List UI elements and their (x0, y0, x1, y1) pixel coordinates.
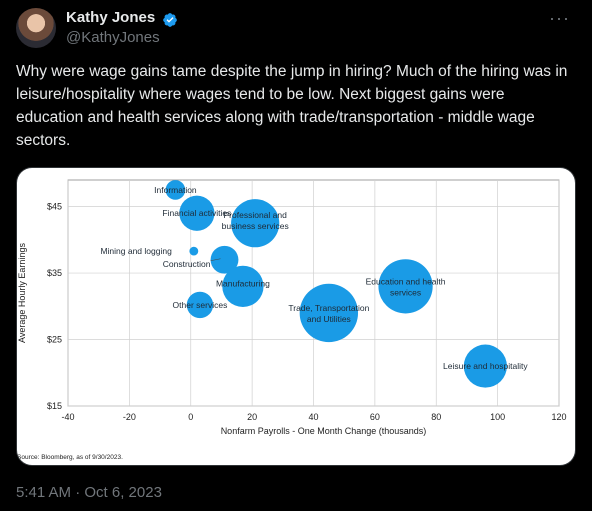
bubble-label: Information (154, 185, 197, 195)
x-tick-label: 20 (247, 412, 257, 422)
bubble (210, 245, 239, 274)
x-tick-label: 0 (188, 412, 193, 422)
x-tick-label: 80 (431, 412, 441, 422)
bubble-label: Other services (173, 300, 228, 310)
y-axis-label: Average Hourly Earnings (17, 243, 27, 343)
bubble (231, 199, 280, 248)
x-tick-label: 60 (370, 412, 380, 422)
avatar[interactable] (16, 8, 56, 48)
tweet-timestamp[interactable]: 5:41 AM · Oct 6, 2023 (16, 484, 162, 501)
tweet-media[interactable]: -40 -20 0 20 40 60 80 100 120 $15 $25 $35 $45 Nonfarm… (16, 167, 576, 466)
author-name[interactable]: Kathy Jones (66, 9, 156, 26)
bubble-label: Trade, Transportation and Utilities (288, 303, 369, 324)
x-axis-label: Nonfarm Payrolls - One Month Change (tho… (221, 426, 427, 436)
chart-container: -40 -20 0 20 40 60 80 100 120 $15 $25 $35 $45 Nonfarm… (17, 168, 575, 465)
bubble (299, 283, 359, 343)
bubble (165, 180, 186, 200)
bubble-label: Mining and logging (100, 246, 172, 256)
bubble-label: Education and health services (366, 276, 446, 297)
y-tick-label: $25 (47, 335, 62, 345)
x-tick-label: 120 (551, 412, 566, 422)
y-tick-label: $15 (47, 401, 62, 411)
bubble (378, 259, 433, 314)
tweet-header: Kathy Jones @KathyJones ··· (16, 8, 576, 48)
bubble (222, 265, 264, 307)
bubble-label: Professional and business services (222, 210, 289, 231)
x-tick-label: 100 (490, 412, 505, 422)
bubble (186, 291, 214, 319)
bubble-label: Financial activities (162, 208, 231, 218)
author-handle[interactable]: @KathyJones (66, 29, 160, 46)
bubble-label: Manufacturing (216, 278, 270, 288)
y-tick-label: $35 (47, 268, 62, 278)
x-tick-label: -20 (123, 412, 136, 422)
x-tick-label: 40 (308, 412, 318, 422)
bubble-label: Construction (163, 259, 211, 269)
tweet-text: Why were wage gains tame despite the jum… (16, 63, 568, 149)
chart-source: Source: Bloomberg, as of 9/30/2023. (17, 454, 123, 461)
label-connector (210, 258, 221, 262)
bubble (179, 195, 215, 231)
y-tick-label: $45 (47, 202, 62, 212)
bubble (463, 344, 507, 388)
verified-badge-icon (163, 13, 177, 27)
more-horizontal-icon[interactable]: ··· (549, 8, 570, 28)
bubble-label: Leisure and hospitality (443, 361, 528, 371)
x-tick-label: -40 (61, 412, 74, 422)
bubble-chart: -40 -20 0 20 40 60 80 100 120 $15 $25 $35 $45 Nonfarm… (17, 179, 567, 436)
bubble (189, 246, 199, 256)
